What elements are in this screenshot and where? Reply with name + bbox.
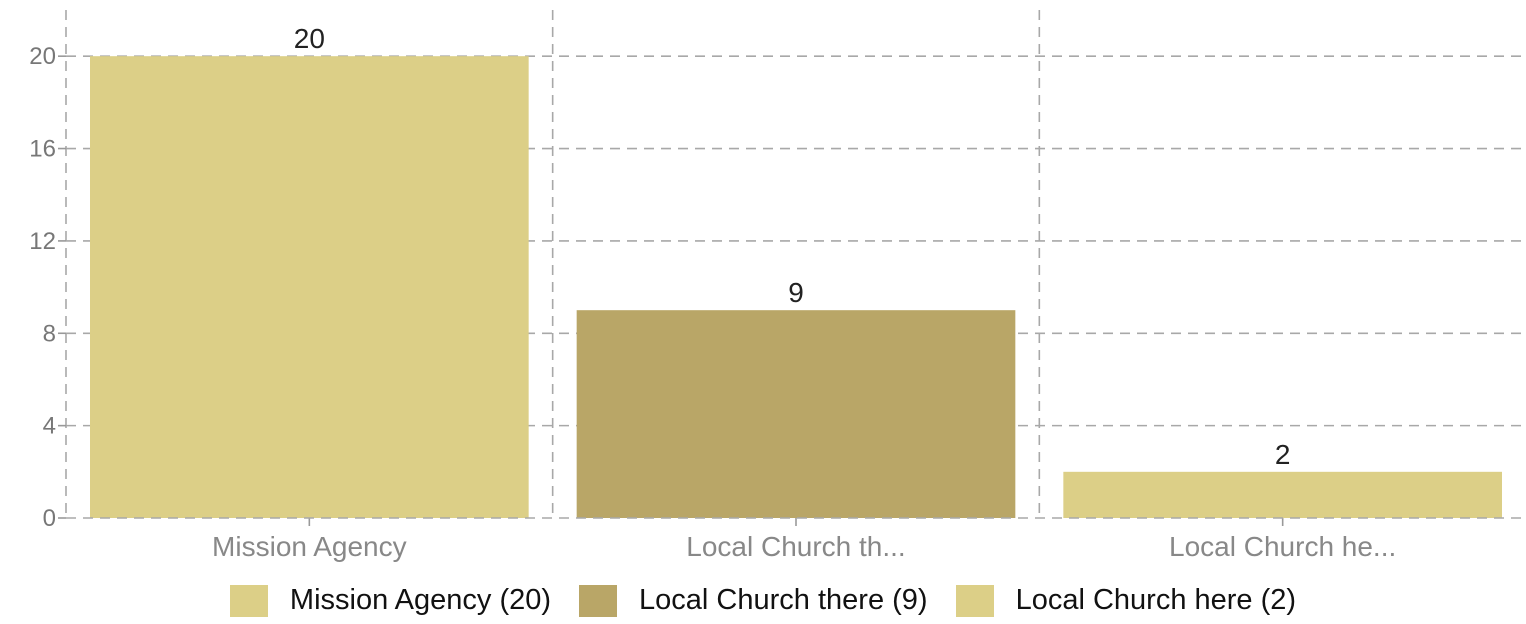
legend-item-local-church-here[interactable]: Local Church here (2) bbox=[955, 584, 1297, 617]
bars bbox=[90, 56, 1502, 518]
data-label: 2 bbox=[1275, 439, 1291, 470]
legend-label: Local Church here (2) bbox=[1015, 584, 1297, 616]
bar bbox=[90, 56, 529, 518]
data-label: 9 bbox=[788, 277, 804, 308]
legend-swatch bbox=[579, 584, 618, 617]
legend-item-local-church-there[interactable]: Local Church there (9) bbox=[579, 584, 928, 617]
bar bbox=[1063, 471, 1502, 518]
y-tick-label: 4 bbox=[43, 413, 56, 440]
x-tick-label: Mission Agency bbox=[212, 531, 407, 562]
y-tick-label: 8 bbox=[43, 320, 56, 347]
legend-label: Mission Agency (20) bbox=[289, 584, 552, 616]
y-tick-label: 0 bbox=[43, 505, 56, 532]
data-label: 20 bbox=[294, 23, 325, 54]
y-tick-label: 20 bbox=[29, 43, 56, 70]
bar bbox=[576, 310, 1016, 518]
labels: 0 4 8 12 16 20 20 Mission Agency 9 Local Church t… bbox=[29, 23, 1396, 562]
axes bbox=[58, 55, 1526, 526]
legend-swatch bbox=[955, 584, 994, 617]
legend-swatch bbox=[229, 584, 268, 617]
legend: Mission Agency (20) Local Church there (… bbox=[0, 584, 1526, 617]
x-tick-label: Local Church th... bbox=[686, 531, 905, 562]
y-tick-label: 12 bbox=[29, 228, 56, 255]
bar-chart: 0 4 8 12 16 20 20 Mission Agency 9 Local Church t… bbox=[29, 10, 1526, 562]
legend-item-mission-agency[interactable]: Mission Agency (20) bbox=[229, 584, 552, 617]
x-tick-label: Local Church he... bbox=[1169, 531, 1396, 562]
y-tick-label: 16 bbox=[29, 136, 56, 163]
legend-label: Local Church there (9) bbox=[639, 584, 928, 616]
